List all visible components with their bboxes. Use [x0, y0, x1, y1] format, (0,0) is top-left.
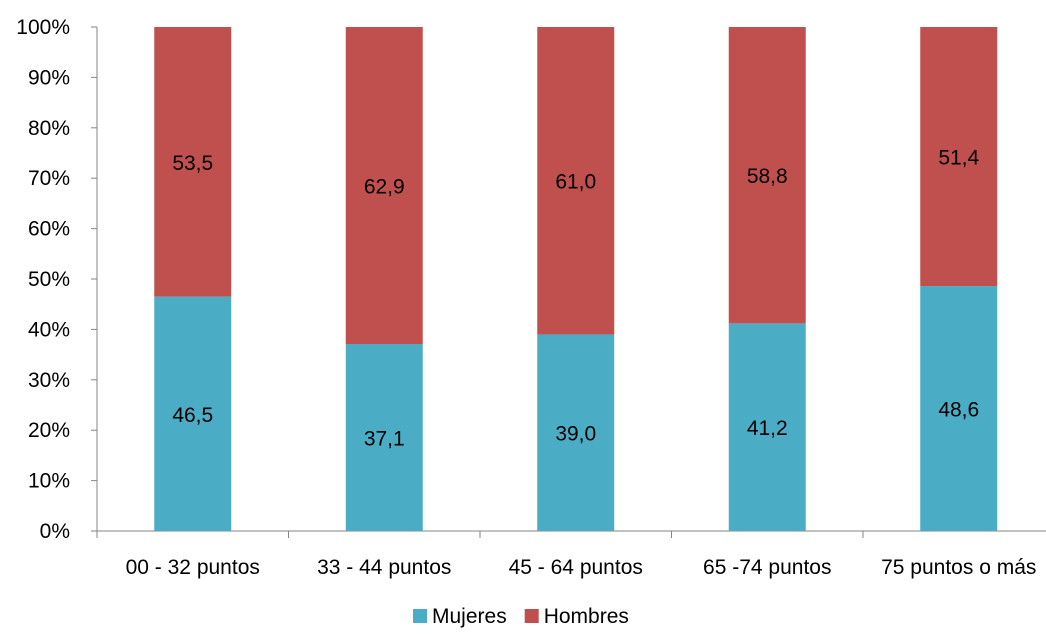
data-label-mujeres: 48,6: [938, 399, 979, 422]
x-category-label: 00 - 32 puntos: [126, 556, 260, 579]
bar-segment-mujeres: [728, 323, 806, 531]
y-tick-label: 0%: [40, 520, 70, 543]
data-label-hombres: 61,0: [555, 171, 596, 194]
y-tick-label: 20%: [28, 419, 70, 442]
x-category-label: 45 - 64 puntos: [509, 556, 643, 579]
y-tick-label: 10%: [28, 470, 70, 493]
bar-segment-hombres: [345, 27, 423, 345]
axis-layer: 0% 10% 20% 30% 40% 50% 60% 70% 80% 90% 100% 00 - 32…: [16, 16, 1046, 579]
data-labels-layer: 46,5 53,5 37,1 62,9 39,0 61,0 41,2 58,8 48,6 51,4: [172, 147, 979, 451]
legend-swatch-hombres: [524, 609, 539, 623]
legend-swatch-mujeres: [413, 609, 427, 623]
y-tick-label: 80%: [28, 117, 70, 140]
bar-segment-mujeres: [920, 286, 998, 531]
bar-segment-hombres: [154, 27, 232, 297]
y-tick-label: 50%: [28, 268, 70, 291]
bar-segment-mujeres: [345, 344, 423, 531]
data-label-hombres: 58,8: [747, 165, 788, 188]
bar-segment-mujeres: [537, 334, 615, 531]
data-label-mujeres: 46,5: [172, 404, 213, 427]
legend-label-hombres: Hombres: [544, 605, 629, 628]
bar-segment-hombres: [920, 27, 998, 287]
data-label-hombres: 51,4: [938, 147, 979, 170]
bar-segment-hombres: [537, 27, 615, 335]
legend: Mujeres Hombres: [413, 605, 629, 628]
data-label-mujeres: 41,2: [747, 417, 788, 440]
x-category-label: 65 -74 puntos: [703, 556, 831, 579]
data-label-hombres: 62,9: [364, 176, 405, 199]
x-category-label: 33 - 44 puntos: [317, 556, 451, 579]
y-tick-label: 90%: [28, 66, 70, 89]
x-category-label: 75 puntos o más: [881, 556, 1036, 579]
data-label-mujeres: 39,0: [555, 423, 596, 446]
bar-segment-hombres: [728, 27, 806, 324]
y-tick-label: 40%: [28, 318, 70, 341]
bar-segment-mujeres: [154, 296, 232, 531]
data-label-mujeres: 37,1: [364, 428, 405, 451]
y-tick-label: 30%: [28, 369, 70, 392]
y-tick-label: 100%: [16, 16, 70, 39]
y-tick-label: 60%: [28, 218, 70, 241]
bars-layer: [154, 27, 998, 531]
y-tick-label: 70%: [28, 167, 70, 190]
data-label-hombres: 53,5: [172, 152, 213, 175]
legend-label-mujeres: Mujeres: [432, 605, 507, 628]
